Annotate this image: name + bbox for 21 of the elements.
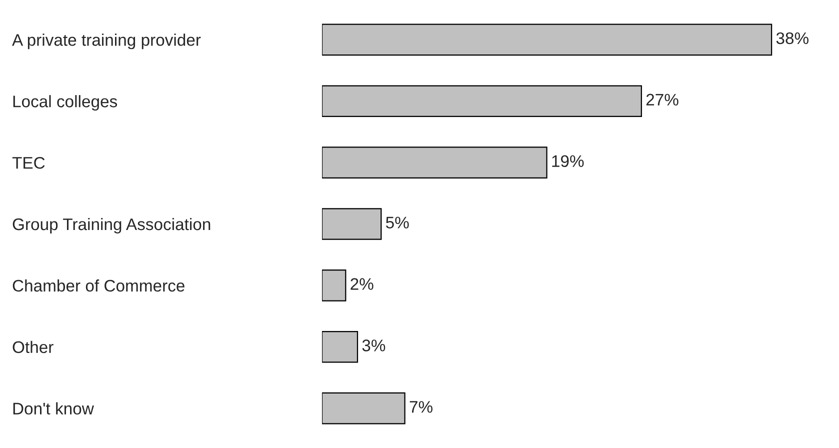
y-tick-label: Group Training Association: [12, 218, 210, 234]
y-tick-label: TEC: [12, 156, 45, 169]
bar: [322, 24, 772, 56]
data-label: 19%: [552, 155, 584, 168]
data-label: 38%: [776, 32, 808, 44]
y-tick-label: Local colleges: [13, 95, 118, 111]
bar: [322, 208, 382, 240]
bar: [322, 85, 642, 118]
data-label: 3%: [362, 340, 386, 352]
y-tick-label: Chamber of Commerce: [12, 279, 184, 292]
bar: [322, 146, 548, 178]
y-tick-label: A private training provider: [12, 34, 201, 50]
data-label: 5%: [386, 216, 409, 228]
y-tick-label: Don't know: [13, 402, 94, 415]
data-label: 27%: [646, 94, 678, 106]
data-label: 7%: [410, 401, 432, 413]
bar: [322, 392, 406, 424]
y-tick-label: Other: [12, 340, 54, 354]
bar: [322, 330, 358, 363]
bar: [322, 270, 346, 302]
data-label: 2%: [350, 278, 374, 290]
